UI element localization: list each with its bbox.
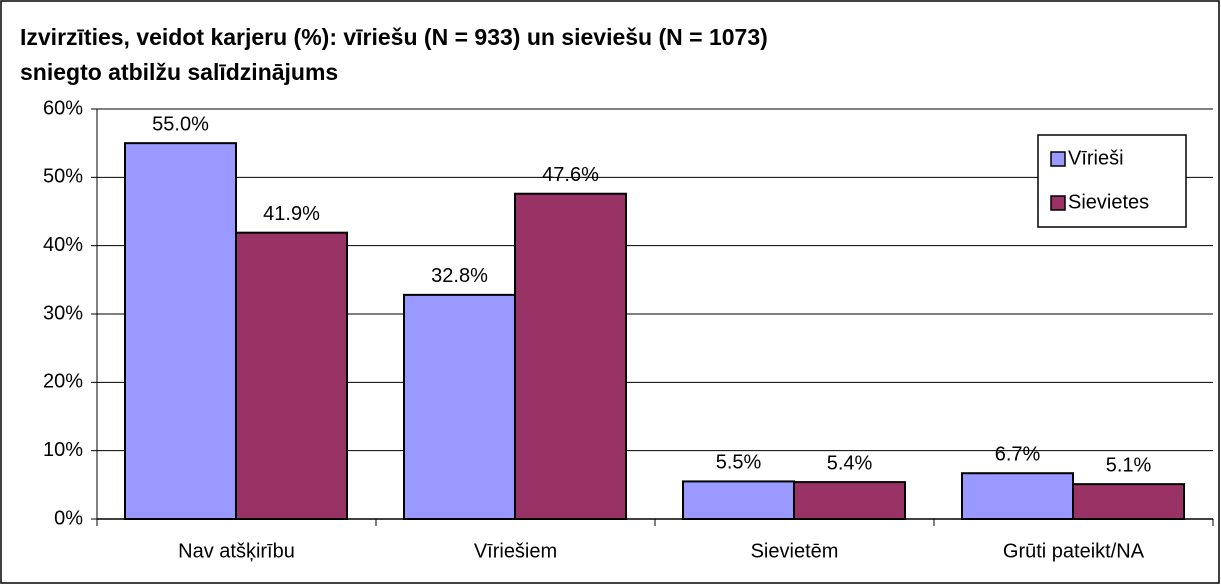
y-tick-label: 40%	[43, 234, 83, 256]
chart-title: sniegto atbilžu salīdzinājums	[20, 59, 338, 85]
chart-title: Izvirzīties, veidot karjeru (%): vīriešu…	[20, 24, 768, 50]
data-label: 32.8%	[431, 265, 488, 287]
x-tick-label: Sievietēm	[751, 540, 839, 562]
bar	[1072, 483, 1185, 520]
bar	[514, 192, 627, 520]
bar	[793, 481, 906, 521]
legend-swatch	[1050, 195, 1066, 211]
legend-label: Sievietes	[1068, 191, 1149, 213]
x-tick-label: Vīriešiem	[474, 540, 557, 562]
y-tick-label: 50%	[43, 166, 83, 188]
data-label: 55.0%	[152, 113, 209, 135]
data-label: 5.1%	[1106, 454, 1152, 476]
x-tick-label: Grūti pateikt/NA	[1003, 540, 1145, 562]
y-tick-label: 30%	[43, 302, 83, 324]
bar	[124, 142, 237, 521]
data-label: 5.4%	[827, 452, 873, 474]
data-label: 41.9%	[263, 203, 320, 225]
bar	[403, 293, 516, 520]
bar	[682, 480, 795, 520]
y-tick-label: 60%	[43, 97, 83, 119]
legend-box	[1037, 134, 1187, 228]
data-label: 5.5%	[716, 452, 762, 474]
bar	[235, 231, 348, 521]
data-label: 6.7%	[995, 443, 1041, 465]
y-tick-label: 0%	[54, 507, 83, 529]
y-tick-label: 20%	[43, 371, 83, 393]
data-label: 47.6%	[542, 164, 599, 186]
x-tick-label: Nav atšķirību	[178, 540, 295, 562]
y-tick-label: 10%	[43, 439, 83, 461]
bar	[961, 472, 1074, 521]
legend-label: Vīrieši	[1068, 147, 1124, 169]
legend-swatch	[1050, 151, 1066, 167]
